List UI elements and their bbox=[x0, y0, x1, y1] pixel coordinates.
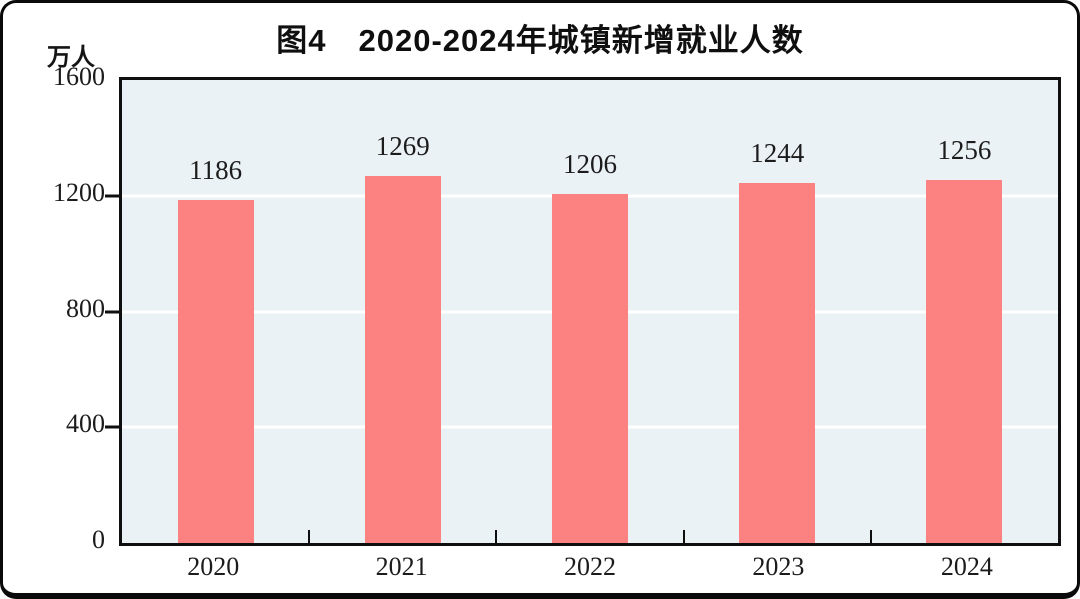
plot-area: 1186 1269 1206 1244 1256 bbox=[105, 77, 1061, 546]
y-axis-labels: 0 400 800 1200 1600 bbox=[3, 62, 105, 554]
x-tick-label-2022: 2022 bbox=[564, 552, 617, 581]
bar-column-2024: 1256 bbox=[871, 80, 1058, 543]
bar-2021[interactable] bbox=[364, 175, 441, 543]
bar-column-2023: 1244 bbox=[684, 80, 871, 543]
bar-2023[interactable] bbox=[739, 183, 816, 543]
y-tick-label-1200: 1200 bbox=[53, 177, 105, 207]
x-axis-tick-1 bbox=[308, 530, 311, 543]
y-axis-tick-400 bbox=[105, 425, 119, 429]
bar-2020[interactable] bbox=[177, 199, 254, 543]
bar-columns: 1186 1269 1206 1244 1256 bbox=[122, 80, 1058, 543]
bar-value-label-2021: 1269 bbox=[375, 130, 430, 161]
bar-value-label-2024: 1256 bbox=[937, 134, 992, 165]
bar-column-2022: 1206 bbox=[496, 80, 683, 543]
y-tick-label-400: 400 bbox=[66, 409, 105, 439]
x-axis-tick-3 bbox=[682, 530, 685, 543]
x-axis-labels: 2020 2021 2022 2023 2024 bbox=[119, 551, 1061, 583]
bar-column-2021: 1269 bbox=[309, 80, 496, 543]
x-tick-label-2021: 2021 bbox=[375, 552, 428, 581]
y-axis-tick-800 bbox=[105, 310, 119, 313]
bar-value-label-2023: 1244 bbox=[750, 138, 805, 169]
y-tick-label-0: 0 bbox=[92, 525, 105, 554]
y-axis-unit-label: 万人 bbox=[47, 44, 95, 71]
y-tick-label-1600: 1600 bbox=[53, 62, 105, 91]
y-axis-tick-1200 bbox=[105, 194, 119, 198]
y-tick-label-800: 800 bbox=[66, 293, 105, 323]
bar-value-label-2022: 1206 bbox=[563, 149, 617, 180]
x-axis-tick-2 bbox=[495, 530, 498, 543]
bar-value-label-2020: 1186 bbox=[189, 154, 243, 185]
x-tick-label-2024: 2024 bbox=[940, 552, 993, 581]
chart-title: 图4 2020-2024年城镇新增就业人数 bbox=[276, 23, 804, 58]
bar-2022[interactable] bbox=[552, 194, 628, 543]
x-tick-label-2023: 2023 bbox=[752, 552, 805, 581]
bar-2024[interactable] bbox=[926, 179, 1003, 543]
bar-column-2020: 1186 bbox=[122, 80, 309, 543]
x-axis-tick-4 bbox=[869, 530, 872, 543]
x-tick-label-2020: 2020 bbox=[187, 552, 240, 581]
